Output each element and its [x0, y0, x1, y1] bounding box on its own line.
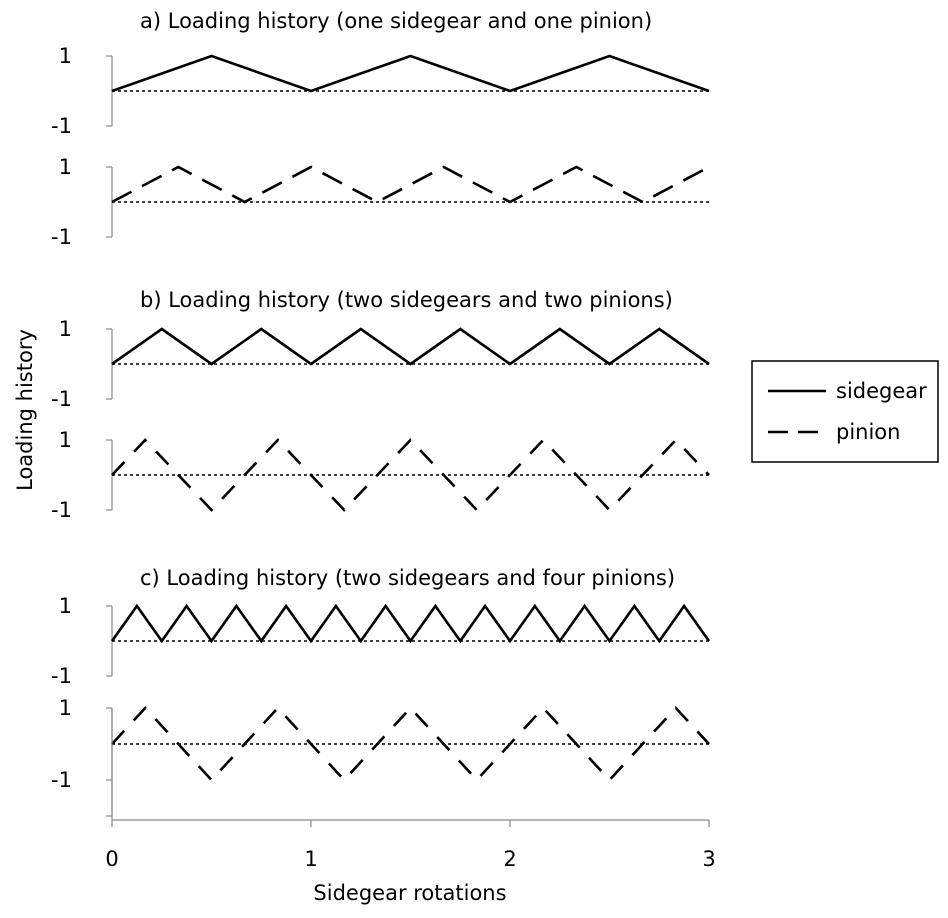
- legend: sidegear pinion: [751, 360, 939, 463]
- y-tick-label: -1: [51, 387, 72, 411]
- panel-a-title: a) Loading history (one sidegear and one…: [140, 9, 652, 33]
- y-axis-label: Loading history: [13, 329, 37, 491]
- legend-label-sidegear: sidegear: [836, 379, 927, 403]
- x-tick-label: 3: [702, 847, 715, 871]
- y-tick-label: -1: [51, 664, 72, 688]
- x-axis-label: Sidegear rotations: [313, 881, 506, 905]
- series-line-pinion: [111, 165, 710, 204]
- y-tick-label: -1: [51, 498, 72, 522]
- y-tick-label: -1: [51, 768, 72, 792]
- legend-box: [751, 360, 939, 463]
- series-line-pinion: [111, 438, 710, 512]
- y-tick-label: 1: [59, 317, 72, 341]
- series-line-sidegear: [110, 603, 711, 644]
- y-tick-label: -1: [51, 225, 72, 249]
- x-tick-label: 2: [503, 847, 516, 871]
- y-tick-label: -1: [51, 114, 72, 138]
- y-tick-label: 1: [59, 696, 72, 720]
- series-line-pinion: [111, 706, 710, 782]
- x-tick-label: 1: [304, 847, 317, 871]
- panel-b-title: b) Loading history (two sidegears and tw…: [140, 288, 673, 312]
- plot-area: 1 -1 1 -1 1 -1 1 -1 1 -1 1 -1: [51, 44, 711, 827]
- legend-label-pinion: pinion: [836, 420, 900, 444]
- panel-c-title: c) Loading history (two sidegears and fo…: [140, 566, 675, 590]
- series-line-sidegear: [111, 54, 710, 93]
- y-tick-label: 1: [59, 155, 72, 179]
- x-tick-label: 0: [105, 847, 118, 871]
- series-line-sidegear: [111, 327, 710, 366]
- y-tick-label: 1: [59, 44, 72, 68]
- y-tick-label: 1: [59, 428, 72, 452]
- y-tick-label: 1: [59, 594, 72, 618]
